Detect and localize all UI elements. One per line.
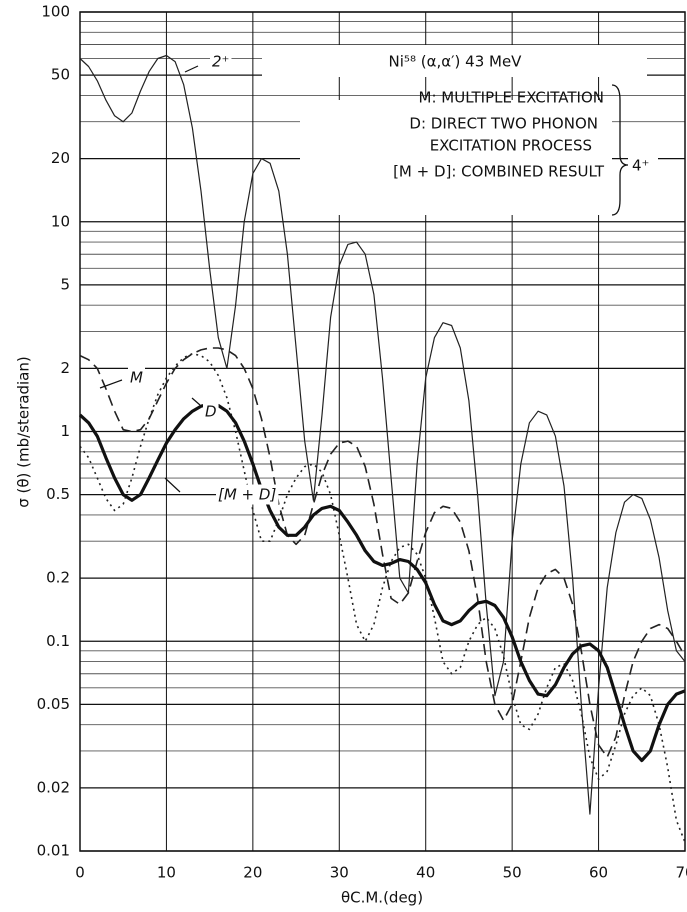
y-tick-label: 5	[60, 275, 70, 293]
legend-text: [M + D]: COMBINED RESULT	[393, 163, 605, 181]
state-label: 4⁺	[632, 157, 649, 175]
x-tick-label: 40	[416, 864, 435, 882]
series-line	[79, 352, 686, 843]
y-tick-label: 2	[60, 359, 70, 377]
y-tick-label: 20	[51, 149, 70, 167]
y-tick-label: 0.2	[46, 569, 70, 587]
label-leader	[164, 477, 181, 493]
y-tick-label: 10	[51, 212, 70, 230]
x-tick-label: 70	[675, 864, 687, 882]
series-label: D	[205, 403, 217, 421]
series-label: [M + D]	[218, 486, 276, 504]
y-tick-label: 0.1	[46, 632, 70, 650]
label-backdrop	[628, 150, 658, 180]
x-axis-title: θC.M.(deg)	[341, 889, 423, 907]
reaction-label: Ni⁵⁸ (α,α′) 43 MeV	[389, 53, 523, 71]
series-line	[79, 54, 686, 815]
x-tick-label: 60	[589, 864, 608, 882]
y-tick-label: 0.02	[37, 778, 70, 796]
x-tick-label: 30	[330, 864, 349, 882]
label-leader	[191, 397, 201, 406]
y-tick-label: 0.5	[46, 485, 70, 503]
legend-text: D: DIRECT TWO PHONON	[409, 115, 598, 133]
y-axis-title: σ (θ) (mb/steradian)	[15, 356, 33, 508]
plot-frame	[79, 11, 686, 852]
legend-text: EXCITATION PROCESS	[430, 137, 592, 155]
y-tick-label: 50	[51, 66, 70, 84]
label-backdrop	[203, 401, 219, 422]
legend-backdrop	[300, 100, 612, 215]
y-tick-label: 1	[60, 422, 70, 440]
series-line	[78, 402, 686, 763]
x-tick-label: 20	[243, 864, 262, 882]
y-tick-label: 0.01	[37, 842, 70, 860]
y-tick-label: 0.05	[37, 695, 70, 713]
series-label: 2⁺	[212, 53, 229, 71]
legend-text: M: MULTIPLE EXCITATION	[419, 89, 604, 107]
series-label: M	[130, 369, 143, 387]
y-tick-label: 100	[41, 3, 70, 21]
series-line	[79, 347, 686, 758]
label-backdrop	[128, 367, 145, 388]
label-backdrop	[216, 484, 279, 505]
x-tick-label: 0	[75, 864, 85, 882]
label-leader	[99, 379, 123, 389]
label-leader	[184, 65, 199, 73]
x-tick-label: 50	[503, 864, 522, 882]
label-backdrop	[210, 51, 232, 72]
x-tick-label: 10	[157, 864, 176, 882]
annotation-backdrop	[262, 45, 647, 77]
